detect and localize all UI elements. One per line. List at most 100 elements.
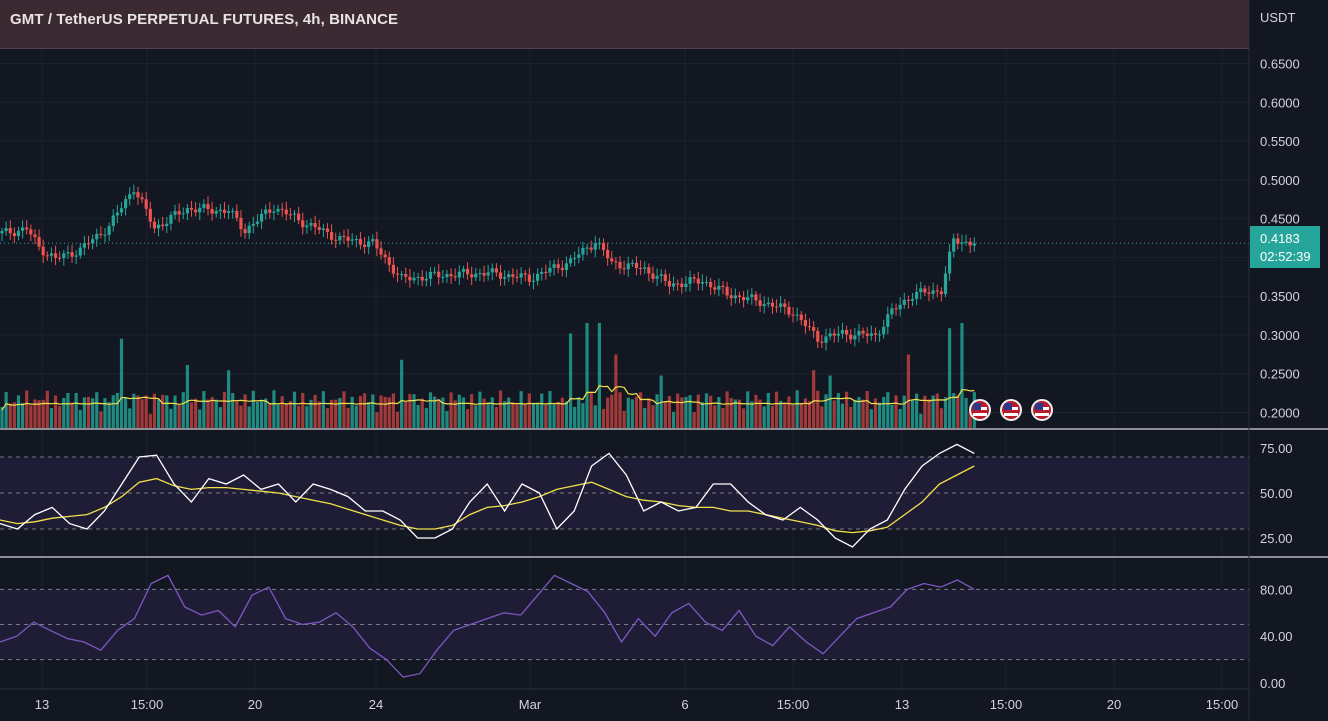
candle-body xyxy=(849,334,853,340)
candle-body xyxy=(185,207,189,214)
candle-body xyxy=(457,271,461,278)
volume-bar xyxy=(189,402,194,428)
volume-bar xyxy=(358,395,363,428)
candle-body xyxy=(824,336,828,343)
candle-body xyxy=(437,271,441,278)
last-price-label: 0.4183 02:52:39 xyxy=(1250,226,1320,268)
candle-body xyxy=(362,244,367,247)
candle-body xyxy=(66,252,70,254)
time-tick-label: 15:00 xyxy=(131,697,164,712)
candle-body xyxy=(346,236,350,241)
x-axis-labels[interactable]: 13 15:00 20 24 Mar 6 15:00 13 15:00 20 15:00 xyxy=(35,697,1239,712)
candle-body xyxy=(589,247,593,250)
volume-bar xyxy=(803,398,807,428)
candle-body xyxy=(737,295,742,297)
volume-bar xyxy=(86,396,91,428)
candle-body xyxy=(321,228,325,230)
candle-body xyxy=(74,255,78,257)
candle-body xyxy=(713,287,717,290)
volume-bar xyxy=(877,402,882,428)
candle-body xyxy=(836,333,840,336)
volume-bar xyxy=(33,399,37,428)
y-axis-labels[interactable]: 0.65000.60000.55000.50000.45000.40000.35… xyxy=(1260,57,1300,691)
volume-bar xyxy=(379,395,383,428)
price-tick-label: 0.2000 xyxy=(1260,405,1300,420)
oscillator-bands xyxy=(0,456,1249,661)
volume-bar xyxy=(795,390,799,428)
candle-body xyxy=(643,267,647,269)
candle-body xyxy=(964,241,968,243)
candle-body xyxy=(420,276,424,281)
candle-body xyxy=(507,274,511,278)
volume-bar xyxy=(836,393,840,428)
volume-bar xyxy=(861,399,865,428)
volume-bar xyxy=(968,411,972,428)
candle-body xyxy=(99,233,103,236)
candle-body xyxy=(379,248,383,255)
volume-bar xyxy=(292,391,297,428)
volume-bar xyxy=(894,395,898,428)
candle-body xyxy=(198,207,202,213)
volume-bar xyxy=(181,392,185,428)
volume-bar xyxy=(770,405,775,428)
candle-body xyxy=(449,274,453,277)
volume-bar xyxy=(325,408,330,428)
candle-body xyxy=(791,314,795,316)
volume-bar xyxy=(597,323,601,428)
volume-bar xyxy=(812,370,816,428)
candle-body xyxy=(383,254,387,258)
volume-bar xyxy=(919,413,923,428)
candle-body xyxy=(342,235,346,237)
rsi-line xyxy=(0,574,975,678)
volume-bar xyxy=(622,410,626,428)
volume-bar xyxy=(375,412,379,428)
volume-bar xyxy=(165,395,169,428)
candle-body xyxy=(0,231,4,234)
candle-body xyxy=(210,209,214,214)
candle-body xyxy=(313,222,317,228)
candle-body xyxy=(750,294,754,298)
us-flag-icon[interactable] xyxy=(1031,399,1053,421)
candle-body xyxy=(276,208,280,212)
volume-bar xyxy=(445,411,449,428)
volume-bar xyxy=(383,396,387,428)
candle-body xyxy=(544,271,548,273)
candle-body xyxy=(564,263,569,270)
candle-body xyxy=(474,273,478,278)
candle-body xyxy=(919,288,923,293)
volume-bar xyxy=(910,399,915,428)
candle-body xyxy=(742,296,746,301)
volume-bar xyxy=(643,407,647,428)
candle-body xyxy=(25,227,29,230)
volume-bar xyxy=(136,395,140,428)
volume-bar xyxy=(948,328,952,428)
volume-bar xyxy=(560,397,564,428)
candle-body xyxy=(103,234,107,236)
candle-body xyxy=(527,274,531,282)
candle-body xyxy=(626,263,630,270)
candle-body xyxy=(647,267,651,274)
volume-bar xyxy=(214,399,218,428)
volume-bar xyxy=(956,395,960,428)
candle-body xyxy=(927,292,931,294)
us-flag-icon[interactable] xyxy=(969,399,991,421)
candle-body xyxy=(82,243,86,248)
candle-body xyxy=(721,285,725,287)
candle-body xyxy=(350,239,354,241)
volume-bar xyxy=(280,396,284,428)
volume-bar xyxy=(663,401,667,428)
volume-bar xyxy=(457,394,461,428)
time-tick-label: 15:00 xyxy=(777,697,810,712)
candle-body xyxy=(280,208,284,210)
candle-body xyxy=(688,277,692,284)
candle-body xyxy=(338,235,342,241)
symbol-title[interactable]: GMT / TetherUS PERPETUAL FUTURES, 4h, BI… xyxy=(10,11,399,28)
candle-body xyxy=(758,300,762,307)
candle-body xyxy=(799,314,803,320)
candle-body xyxy=(960,242,964,244)
volume-bar xyxy=(45,390,49,428)
us-flag-icon[interactable] xyxy=(1000,399,1022,421)
volume-bar xyxy=(601,408,606,428)
volume-bar xyxy=(688,395,692,428)
